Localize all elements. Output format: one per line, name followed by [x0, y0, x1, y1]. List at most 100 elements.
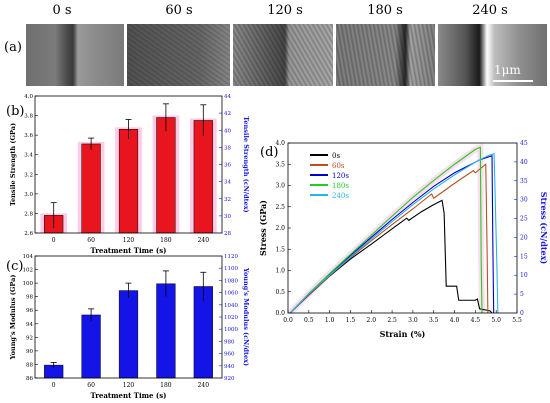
x-tick-label: 240: [198, 237, 210, 244]
y2-tick-label: 28: [224, 231, 231, 237]
y2-axis-label: Stress (cN/dtex): [539, 192, 549, 265]
y-tick-label: 98: [26, 295, 33, 301]
y-tick-label: 96: [26, 308, 33, 314]
x-tick-label: 0: [52, 382, 56, 389]
y-tick-label: 1.0: [275, 268, 285, 275]
series-line-60s: [289, 163, 489, 314]
y-tick-label: 3.8: [24, 114, 33, 120]
y-tick-label: 2.8: [24, 211, 33, 217]
stress-strain-chart: 0.0 0.5 1.0 1.5 2.0 2.5 3.0 3.5 4.0 4.5 5.0 5.5 0.0 0…: [258, 140, 549, 339]
y-tick-label: 90: [26, 349, 33, 355]
y2-tick-label: 32: [224, 197, 231, 203]
y2-tick-label: 15: [520, 253, 528, 260]
x-tick-label: 180: [160, 237, 172, 244]
y2-tick-label: 960: [224, 352, 235, 358]
y-tick-label: 100: [23, 281, 34, 287]
sem-image-240s: [438, 24, 547, 86]
y2-tick-label: 10: [520, 272, 528, 279]
y2-tick-label: 1000: [224, 327, 238, 333]
y2-tick-label: 44: [224, 94, 231, 100]
y-tick-label: 104: [23, 254, 34, 260]
y-tick-label: 86: [26, 376, 33, 382]
legend-label-60s: 60s: [332, 162, 345, 170]
scale-bar: [493, 80, 533, 82]
panel-c-label: (c): [6, 259, 24, 274]
x-tick-label: 2.5: [387, 317, 397, 324]
x-tick-label: 4.0: [450, 317, 460, 324]
y2-axis-label: Young's Modulus (cN/dtex): [242, 267, 250, 366]
sem-label-180s: 180 s: [367, 3, 403, 18]
x-tick-label: 1.5: [346, 317, 356, 324]
y2-tick-label: 920: [224, 376, 235, 382]
x-tick-label: 4.5: [471, 317, 481, 324]
x-tick-label: 0.0: [283, 317, 293, 324]
y2-tick-label: 1100: [224, 266, 238, 272]
y2-tick-label: 0: [520, 310, 524, 317]
bar: [81, 314, 101, 379]
series-line-0s: [289, 199, 493, 314]
x-tick-label: 60: [87, 237, 95, 244]
bar: [118, 129, 139, 234]
tensile-strength-chart: 0 60 120 180 240 2.6 2.8 3.0 3.2 3.4 3.6 3.8 4.0 28 30…: [9, 94, 250, 255]
panel-a-label: (a): [4, 40, 22, 55]
y-tick-label: 102: [23, 268, 34, 274]
y-tick-label: 92: [26, 335, 33, 341]
youngs-modulus-chart: 0 60 120 180 240 86 88 90 92 94 96 98 100 102 104 920 94…: [9, 254, 250, 400]
x-tick-label: 0: [52, 237, 56, 244]
y2-tick-label: 980: [224, 339, 235, 345]
y2-tick-label: 45: [520, 140, 528, 147]
y-axis-label: Young's Modulus (GPa): [9, 275, 17, 361]
y-tick-label: 3.0: [275, 183, 285, 190]
series-line-180s: [289, 146, 483, 314]
y2-tick-label: 30: [224, 214, 231, 220]
y-tick-label: 1.5: [275, 246, 285, 253]
legend-label-0s: 0s: [332, 152, 340, 160]
sem-image-0s: [26, 24, 124, 86]
x-tick-label: 60: [87, 382, 95, 389]
y2-tick-label: 34: [224, 180, 231, 186]
x-axis-label: Treatment Time (s): [91, 391, 167, 400]
series-line-120s: [289, 154, 495, 314]
panel-d-label: (d): [260, 145, 279, 160]
y-tick-label: 88: [26, 362, 33, 368]
y-tick-label: 4.0: [24, 94, 33, 100]
y2-tick-label: 42: [224, 111, 231, 117]
bar: [81, 143, 101, 234]
x-tick-label: 5.5: [512, 317, 522, 324]
y2-tick-label: 30: [520, 197, 528, 204]
bar: [156, 283, 176, 379]
y2-tick-label: 1040: [224, 303, 238, 309]
y-tick-label: 4.0: [275, 140, 285, 147]
y2-tick-label: 1120: [224, 254, 238, 260]
y-tick-label: 3.6: [24, 133, 33, 139]
y2-tick-label: 1060: [224, 291, 238, 297]
sem-label-60s: 60 s: [165, 3, 193, 18]
x-tick-label: 120: [123, 237, 135, 244]
sem-image-60s: [127, 24, 230, 86]
sem-label-0s: 0 s: [52, 3, 72, 18]
y-tick-label: 2.0: [275, 225, 285, 232]
bar: [193, 120, 213, 234]
y2-tick-label: 1080: [224, 278, 238, 284]
x-axis-label: Strain (%): [380, 329, 426, 339]
y2-tick-label: 20: [520, 234, 528, 241]
y-axis-label: Tensile Strength (GPa): [9, 123, 17, 206]
bar: [156, 117, 176, 234]
y-tick-label: 2.6: [24, 231, 33, 237]
x-tick-label: 3.0: [408, 317, 418, 324]
x-tick-label: 240: [198, 382, 210, 389]
x-tick-label: 180: [160, 382, 172, 389]
y-tick-label: 2.5: [275, 204, 285, 211]
x-tick-label: 5.0: [491, 317, 501, 324]
series-line-240s: [289, 152, 499, 314]
legend-label-240s: 240s: [332, 192, 349, 200]
y2-tick-label: 35: [520, 178, 528, 185]
y2-tick-label: 40: [224, 128, 231, 134]
y-tick-label: 3.4: [24, 153, 33, 159]
y2-tick-label: 940: [224, 364, 235, 370]
x-tick-label: 1.0: [325, 317, 335, 324]
sem-label-240s: 240 s: [472, 3, 508, 18]
x-tick-label: 2.0: [366, 317, 376, 324]
x-axis-label: Treatment Time (s): [91, 246, 167, 255]
